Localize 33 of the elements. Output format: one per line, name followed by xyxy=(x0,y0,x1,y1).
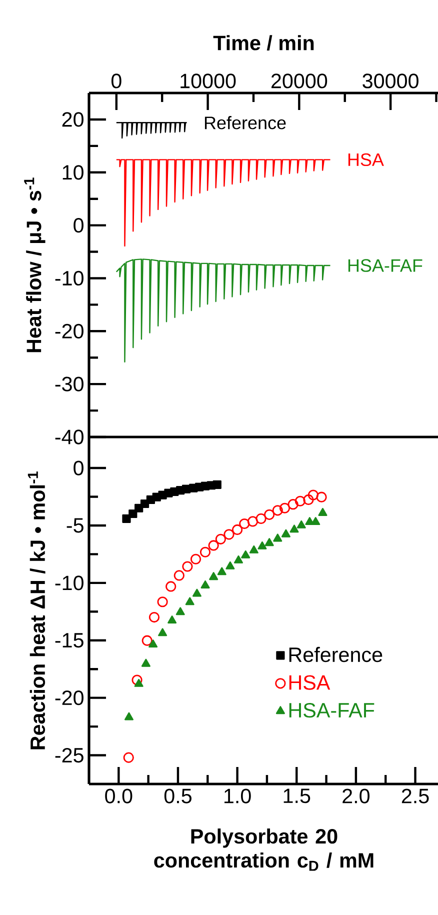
y-tick-label: 0 xyxy=(74,218,84,233)
y-tick-label: -20 xyxy=(55,690,84,706)
y-tick-label: -15 xyxy=(55,633,84,648)
y-tick-label: -5 xyxy=(66,518,84,533)
y-tick-label: 10 xyxy=(62,165,84,180)
x-axis-title: Polysorbate 20 concentration c$_{D}$ / mM xyxy=(154,828,374,871)
legend-label: HSA-FAF xyxy=(289,702,374,718)
legend-label: HSA xyxy=(289,675,330,690)
y-tick-label: -30 xyxy=(55,376,84,392)
x-tick-label: 0.0 xyxy=(105,788,132,804)
y-tick-label: -10 xyxy=(55,576,84,590)
x-tick-label: 20000 xyxy=(271,74,328,88)
x-tick-label: 1.0 xyxy=(224,788,251,804)
x-tick-label: 1.5 xyxy=(284,788,310,804)
x-axis-title: Time / min xyxy=(213,35,314,51)
y-tick-label: -25 xyxy=(55,748,84,763)
y-tick-label: 20 xyxy=(62,112,84,127)
x-tick-label: 2.0 xyxy=(342,788,370,804)
series-label: HSA xyxy=(348,153,384,166)
y-tick-label: -20 xyxy=(55,324,84,338)
y-tick-label: -10 xyxy=(55,270,84,286)
series-label: HSA-FAF xyxy=(348,259,422,272)
legend-label: Reference xyxy=(289,646,382,662)
y-axis-title: Reaction heat ΔH / kJ • mol$^{-1}$ xyxy=(28,471,46,750)
y-tick-label: 0 xyxy=(74,460,84,476)
x-tick-label: 0.5 xyxy=(164,788,192,804)
x-tick-label: 2.5 xyxy=(402,788,429,804)
y-tick-label: -40 xyxy=(55,430,84,444)
y-axis-title: Heat flow / μJ • s$^{-1}$ xyxy=(24,178,46,352)
x-tick-label: 0 xyxy=(111,74,122,88)
x-tick-label: 30000 xyxy=(362,74,418,88)
x-tick-label: 10000 xyxy=(180,74,236,88)
legend-label: Reference xyxy=(204,116,286,130)
